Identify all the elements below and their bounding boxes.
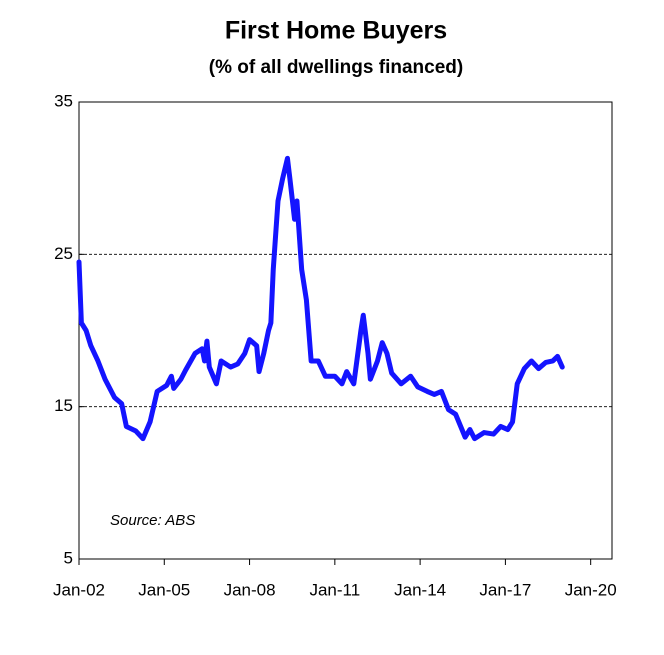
x-tick-label: Jan-17: [479, 580, 531, 599]
y-tick-label: 35: [54, 91, 73, 110]
x-tick-label: Jan-20: [565, 580, 617, 599]
y-tick-label: 25: [54, 244, 73, 263]
x-tick-label: Jan-02: [53, 580, 105, 599]
x-tick-label: Jan-14: [394, 580, 446, 599]
x-tick-label: Jan-05: [138, 580, 190, 599]
y-tick-label: 5: [64, 548, 73, 567]
plot-frame: [78, 101, 613, 560]
chart-title: First Home Buyers: [225, 17, 447, 45]
x-tick-label: Jan-11: [309, 580, 360, 599]
source-note: Source: ABS: [110, 512, 195, 529]
data-line: [76, 155, 565, 442]
y-tick-label: 15: [54, 396, 73, 415]
x-tick-label: Jan-08: [224, 580, 276, 599]
chart-subtitle: (% of all dwellings financed): [209, 57, 463, 78]
